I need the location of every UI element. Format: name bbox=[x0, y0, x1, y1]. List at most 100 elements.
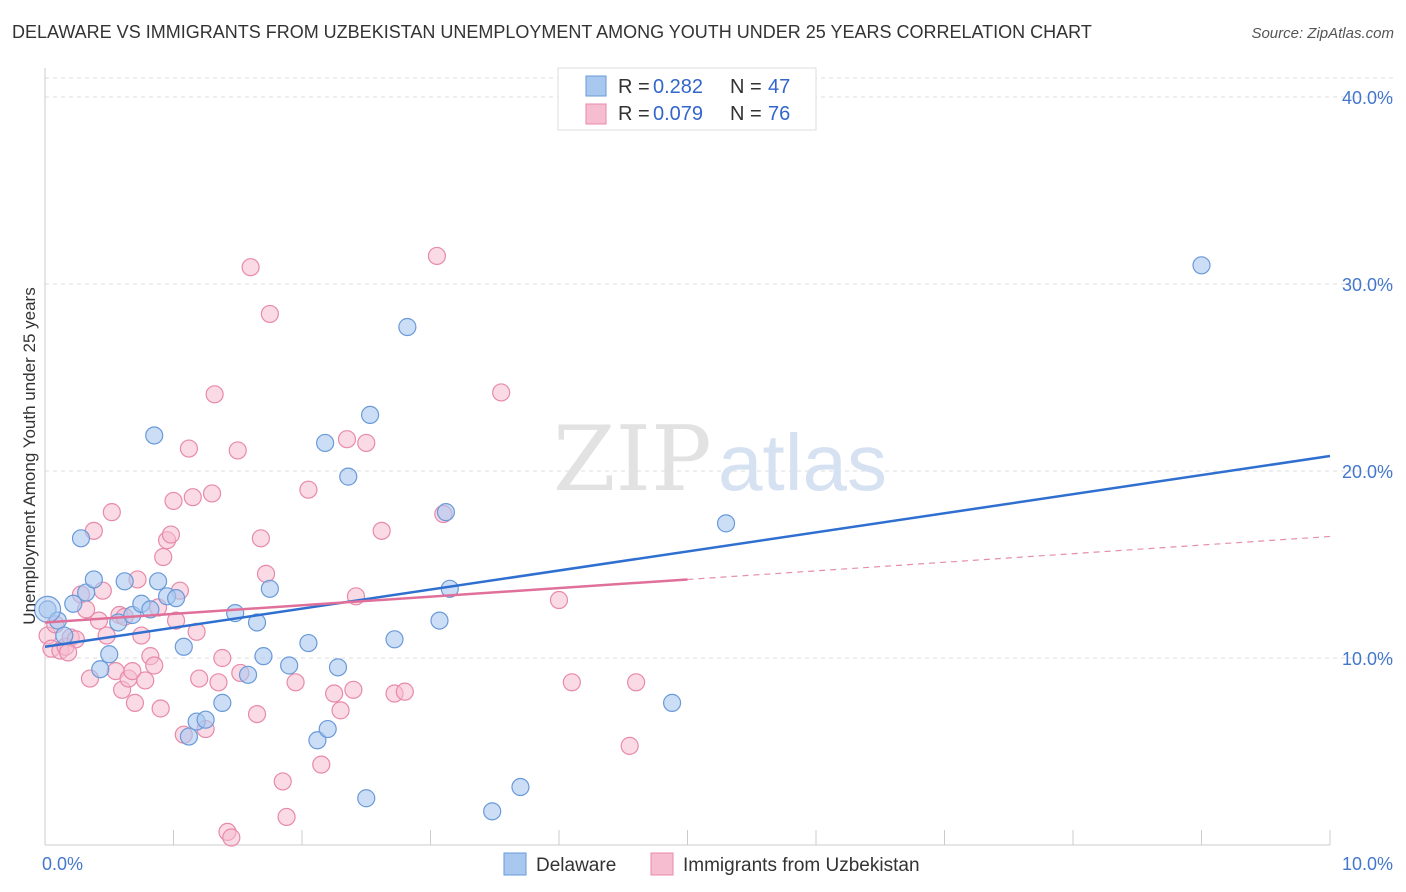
uzbekistan-point bbox=[151, 699, 170, 718]
uzbekistan-point bbox=[190, 669, 209, 688]
uzbekistan-point bbox=[164, 491, 183, 511]
uzbekistan-point bbox=[166, 611, 186, 630]
uzbekistan-point bbox=[256, 564, 276, 583]
delaware-point bbox=[430, 611, 449, 630]
delaware-point bbox=[318, 719, 337, 739]
bottom-legend: Delaware Immigrants from Uzbekistan bbox=[503, 852, 920, 876]
delaware-point bbox=[115, 572, 134, 591]
watermark-zip: ZIP bbox=[553, 407, 712, 512]
bottom-legend-swatch-uzbekistan bbox=[650, 852, 674, 876]
uzbekistan-point bbox=[273, 772, 292, 791]
uzbekistan-point bbox=[179, 439, 199, 458]
legend-n-label-delaware: N = bbox=[730, 76, 762, 98]
chart-title: DELAWARE VS IMMIGRANTS FROM UZBEKISTAN U… bbox=[12, 22, 1092, 42]
delaware-point bbox=[213, 693, 232, 712]
uzbekistan-point bbox=[132, 626, 151, 645]
delaware-point bbox=[483, 802, 502, 821]
uzbekistan-point bbox=[247, 704, 267, 724]
y-tick-label: 30.0% bbox=[1342, 275, 1393, 295]
uzbekistan-point bbox=[89, 611, 109, 630]
uzbekistan-point bbox=[286, 673, 305, 692]
legend-r-label-uzbekistan: R = bbox=[618, 103, 650, 125]
source-text: Source: ZipAtlas.com bbox=[1251, 25, 1394, 42]
delaware-point bbox=[436, 503, 456, 522]
delaware-point bbox=[1192, 256, 1211, 275]
delaware-point bbox=[260, 579, 279, 598]
delaware-point bbox=[385, 630, 404, 649]
delaware-point bbox=[254, 647, 273, 666]
delaware-point bbox=[141, 600, 160, 619]
delaware-point bbox=[91, 660, 110, 679]
bottom-legend-delaware: Delaware bbox=[536, 855, 616, 876]
uzbekistan-point bbox=[213, 648, 232, 668]
uzbekistan-point bbox=[337, 430, 357, 449]
uzbekistan-point bbox=[125, 693, 145, 712]
uzbekistan-point bbox=[145, 656, 164, 675]
uzbekistan-point bbox=[222, 828, 241, 847]
bottom-legend-uzbekistan: Immigrants from Uzbekistan bbox=[683, 855, 920, 876]
delaware-point bbox=[247, 613, 267, 632]
uzbekistan-point bbox=[228, 441, 247, 460]
legend-swatch-delaware bbox=[585, 75, 607, 97]
uzbekistan-point bbox=[331, 701, 350, 720]
delaware-point bbox=[511, 777, 530, 797]
axis-layer: 10.0% 20.0% 30.0% 40.0% 0.0% 10.0% bbox=[42, 68, 1393, 874]
x-tick-label: 0.0% bbox=[42, 854, 83, 874]
uzbekistan-point bbox=[549, 590, 569, 610]
y-tick-label: 20.0% bbox=[1342, 462, 1393, 482]
delaware-point bbox=[238, 665, 258, 684]
delaware-point bbox=[84, 570, 103, 589]
delaware-point bbox=[316, 433, 335, 453]
uzbekistan-point bbox=[395, 682, 414, 701]
top-legend: R = 0.282 N = 47 R = 0.079 N = 76 bbox=[557, 67, 817, 131]
uzbekistan-point bbox=[183, 488, 202, 507]
delaware-point bbox=[148, 572, 168, 591]
bottom-legend-swatch-delaware bbox=[503, 852, 527, 876]
delaware-point bbox=[64, 594, 83, 613]
x-tick-label: 10.0% bbox=[1342, 854, 1393, 874]
legend-n-label-uzbekistan: N = bbox=[730, 103, 762, 125]
delaware-trend-line bbox=[44, 454, 1331, 649]
uzbekistan-point bbox=[123, 661, 142, 681]
uzbekistan-point bbox=[626, 673, 646, 692]
legend-r-label-delaware: R = bbox=[618, 76, 650, 98]
delaware-point bbox=[716, 514, 736, 533]
uzbekistan-point bbox=[202, 484, 222, 503]
delaware-point bbox=[196, 710, 215, 729]
uzbekistan-point bbox=[59, 643, 78, 662]
delaware-point bbox=[145, 426, 164, 445]
uzbekistan-point bbox=[161, 525, 181, 544]
uzbekistan-point bbox=[299, 480, 318, 499]
uzbekistan-point bbox=[492, 383, 511, 402]
legend-n-value-uzbekistan: 76 bbox=[768, 103, 790, 125]
delaware-point bbox=[361, 405, 380, 424]
delaware-point bbox=[179, 727, 199, 746]
uzbekistan-point bbox=[260, 304, 279, 324]
legend-swatch-uzbekistan bbox=[585, 103, 607, 125]
delaware-point bbox=[166, 589, 186, 608]
delaware-point bbox=[299, 633, 318, 653]
uzbekistan-point bbox=[209, 673, 228, 692]
uzbekistan-point bbox=[357, 433, 376, 453]
uzbekistan-point bbox=[136, 671, 155, 690]
uzbekistan-point bbox=[562, 673, 581, 692]
legend-r-value-uzbekistan: 0.079 bbox=[653, 103, 703, 125]
uzbekistan-point bbox=[154, 547, 173, 567]
delaware-point bbox=[55, 626, 74, 645]
delaware-point bbox=[662, 693, 682, 712]
uzbekistan-point bbox=[205, 385, 224, 404]
delaware-point bbox=[308, 731, 327, 750]
uzbekistan-trend-line bbox=[44, 578, 688, 624]
uzbekistan-trend-extension bbox=[687, 535, 1331, 581]
uzbekistan-point bbox=[344, 680, 363, 699]
grid-layer bbox=[45, 77, 1395, 659]
y-axis-title: Unemployment Among Youth under 25 years bbox=[20, 287, 39, 624]
delaware-point bbox=[398, 317, 417, 337]
delaware-point bbox=[174, 637, 193, 656]
uzbekistan-point bbox=[427, 246, 447, 266]
uzbekistan-point bbox=[277, 807, 296, 827]
delaware-point bbox=[339, 467, 358, 486]
y-tick-label: 40.0% bbox=[1342, 88, 1393, 108]
uzbekistan-point bbox=[241, 258, 260, 277]
